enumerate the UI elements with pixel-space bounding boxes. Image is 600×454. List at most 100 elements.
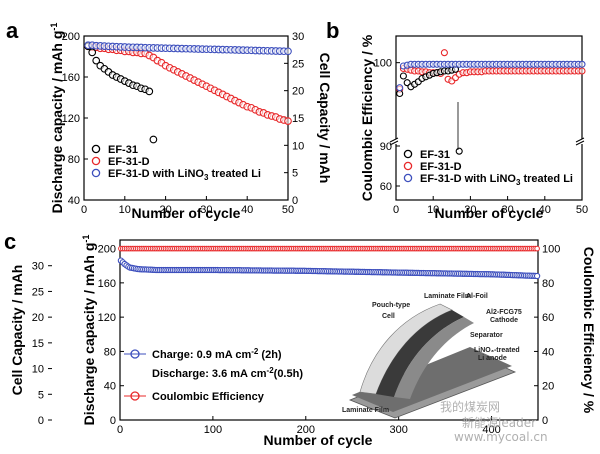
legend-charge-text: Charge: 0.9 mA cm-2 (2h) bbox=[152, 347, 282, 361]
axis-break-mark bbox=[389, 137, 399, 143]
legend-discharge-suffix: (0.5h) bbox=[274, 368, 304, 380]
inset-label-separator: Separator bbox=[470, 332, 503, 339]
panel-c-y2-tick-label: 60 bbox=[542, 312, 554, 324]
panel-c-outer-y-tick-label: 25 bbox=[32, 286, 44, 298]
panel-c-x-axis-label: Number of cycle bbox=[264, 432, 373, 448]
panel-a-x-axis-label: Number of cycle bbox=[132, 205, 241, 221]
panel-c-y2-tick-label: 40 bbox=[542, 346, 554, 358]
panel-a-x-tick-label: 50 bbox=[282, 204, 294, 216]
panel-b-data-points bbox=[396, 49, 586, 155]
axis-break-mark bbox=[575, 140, 585, 146]
legend-suffix-b: treated Li bbox=[520, 173, 573, 185]
panel-c-y2-tick-label: 80 bbox=[542, 278, 554, 290]
panel-c-x-tick-label: 400 bbox=[482, 424, 500, 436]
inset-label-al-foil: Al-Foil bbox=[466, 293, 488, 300]
panel-a-y-tick-label: 40 bbox=[68, 195, 80, 207]
panel-b-label: b bbox=[326, 18, 339, 43]
panel-c-outer-y-tick-label: 0 bbox=[38, 415, 44, 427]
watermark-line1: 我的煤炭网 bbox=[440, 399, 500, 414]
data-point-ef31d bbox=[578, 67, 586, 75]
legend-text-b: EF-31-D with LiNO bbox=[420, 173, 516, 185]
panel-c-y-ticks: 0 40 80 120 160 200 bbox=[98, 244, 124, 427]
legend-label-ef31d-lino3: EF-31-D with LiNO3 treated Li bbox=[420, 173, 573, 187]
legend-marker-ef31d bbox=[403, 161, 413, 171]
panel-a-x-tick-label: 0 bbox=[81, 204, 87, 216]
panel-b-legend: EF-31 EF-31-D EF-31-D with LiNO3 treated… bbox=[403, 149, 573, 187]
panel-a-data-points bbox=[84, 41, 292, 144]
data-point-ef31 bbox=[149, 135, 158, 144]
legend-suffix-a: treated Li bbox=[208, 168, 261, 180]
axis-break-mark bbox=[575, 137, 585, 143]
data-point-ef31 bbox=[399, 72, 407, 80]
panel-c-x-ticks: 0 100 200 300 400 bbox=[117, 416, 501, 436]
legend-discharge-text: Discharge: 3.6 mA cm-2(0.5h) bbox=[152, 366, 303, 380]
panel-a-y-tick-label: 120 bbox=[62, 113, 80, 125]
data-point-ef31d bbox=[284, 117, 292, 125]
panel-c-y2-tick-label: 20 bbox=[542, 381, 554, 393]
legend-marker-ef31d-lino3 bbox=[403, 173, 413, 183]
panel-a-y-tick-label: 80 bbox=[68, 154, 80, 166]
legend-label-ef31d-lino3: EF-31-D with LiNO3 treated Li bbox=[108, 168, 261, 182]
panel-c-outer-y-tick-label: 15 bbox=[32, 338, 44, 350]
panel-a-x-tick-label: 40 bbox=[241, 204, 253, 216]
data-point-ef31 bbox=[455, 147, 463, 155]
panel-a-y-axis-label-text: Discharge capacity / mAh g bbox=[49, 31, 65, 214]
panel-b-x-axis-label: Number of cycle bbox=[435, 205, 544, 221]
inset-separator-curl bbox=[394, 317, 474, 399]
panel-c-outer-y-tick-label: 30 bbox=[32, 261, 44, 273]
legend-label-ef31d: EF-31-D bbox=[108, 156, 150, 168]
panel-a-legend: EF-31 EF-31-D EF-31-D with LiNO3 treated… bbox=[91, 144, 261, 182]
panel-c-y2-tick-label: 100 bbox=[542, 244, 560, 256]
watermark-line3: www.mycoal.cn bbox=[454, 430, 548, 444]
data-point-coulombic-efficiency bbox=[534, 245, 540, 252]
panel-c-data-points bbox=[117, 245, 541, 280]
legend-label-ef31d: EF-31-D bbox=[420, 161, 462, 173]
data-point-ef31d bbox=[440, 49, 448, 57]
panel-c-y-axis-label-sup: -1 bbox=[81, 235, 91, 243]
panel-c-y-tick-label: 120 bbox=[98, 312, 116, 324]
panel-a-y2-tick-label: 10 bbox=[292, 140, 304, 152]
inset-title-line2: Cell bbox=[382, 313, 395, 320]
panel-a-y2-tick-label: 30 bbox=[292, 31, 304, 43]
data-point-ef31 bbox=[92, 56, 101, 65]
panel-b-x-tick-label: 10 bbox=[427, 204, 439, 216]
panel-c-x-tick-label: 200 bbox=[297, 424, 315, 436]
panel-b-x-ticks: 0 10 20 30 40 50 bbox=[393, 196, 588, 216]
legend-charge-prefix: Charge: 0.9 mA cm bbox=[152, 349, 251, 361]
panel-a-y-tick-label: 200 bbox=[62, 31, 80, 43]
panel-a-y2-tick-label: 20 bbox=[292, 86, 304, 98]
panel-a-y2-ticks: 0 5 10 15 20 25 30 bbox=[284, 31, 304, 207]
legend-marker-ef31d-lino3 bbox=[91, 168, 101, 178]
inset-label-lino3-treated: LiNO₃-treated bbox=[474, 347, 520, 354]
inset-title-line1: Pouch-type bbox=[372, 302, 410, 309]
legend-charge-sup: -2 bbox=[251, 347, 259, 356]
panel-a-y-tick-label: 160 bbox=[62, 72, 80, 84]
legend-marker-ce bbox=[130, 391, 140, 401]
legend-ce-text: Coulombic Efficiency bbox=[152, 391, 265, 403]
panel-b-x-tick-label: 30 bbox=[501, 204, 513, 216]
panel-a-y2-axis-label: Cell Capacity / mAh bbox=[317, 53, 333, 184]
legend-text-a: EF-31-D with LiNO bbox=[108, 168, 204, 180]
data-point-ef31d-lino3 bbox=[578, 60, 586, 68]
inset-label-laminate-bottom: Laminate Film bbox=[342, 407, 389, 414]
panel-b-x-tick-label: 40 bbox=[539, 204, 551, 216]
pouch-cell-inset: Pouch-type Cell Laminate Film Al-Foil Al… bbox=[342, 293, 522, 419]
legend-label-ef31: EF-31 bbox=[420, 149, 450, 161]
panel-a-y2-tick-label: 0 bbox=[292, 195, 298, 207]
panel-c-label: c bbox=[4, 229, 16, 254]
panel-b-y-axis-label: Coulombic Efficiency / % bbox=[359, 34, 375, 201]
panel-c-y2-tick-label: 0 bbox=[542, 415, 548, 427]
legend-sub-a: 3 bbox=[204, 173, 209, 182]
data-point-discharge-capacity bbox=[533, 272, 541, 280]
panel-a-y2-tick-label: 5 bbox=[292, 168, 298, 180]
inset-cathode-curl bbox=[376, 310, 464, 397]
panel-b-y-ticks: 60 90 100 bbox=[374, 58, 400, 193]
panel-c-y-tick-label: 200 bbox=[98, 244, 116, 256]
data-point-ef31 bbox=[88, 48, 97, 57]
panel-a-y2-tick-label: 25 bbox=[292, 58, 304, 70]
axis-break-mark bbox=[389, 140, 399, 146]
data-point-ef31 bbox=[145, 87, 154, 96]
panel-c-x-tick-label: 0 bbox=[117, 424, 123, 436]
